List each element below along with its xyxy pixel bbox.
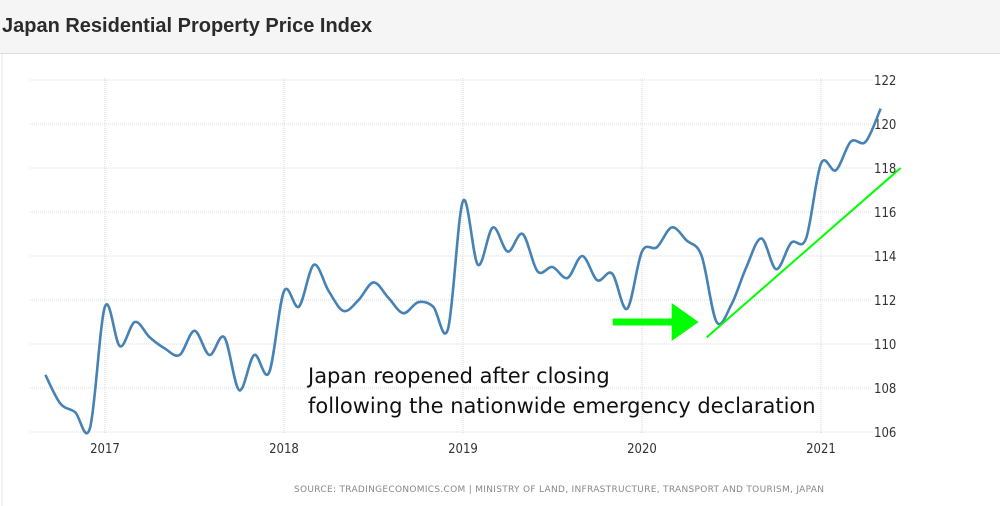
arrow-shaft bbox=[612, 318, 675, 326]
annotation-line-2: following the nationwide emergency decla… bbox=[308, 394, 816, 418]
y-tick-label: 112 bbox=[874, 294, 896, 309]
y-tick-label: 106 bbox=[874, 426, 896, 441]
x-axis: 2017 2018 2019 2020 2021 bbox=[90, 442, 836, 457]
y-tick-label: 122 bbox=[874, 74, 896, 89]
x-tick-label: 2017 bbox=[90, 442, 120, 457]
x-tick-label: 2020 bbox=[627, 442, 657, 457]
arrow-head-icon bbox=[671, 303, 699, 341]
y-tick-label: 120 bbox=[874, 118, 896, 133]
series-line bbox=[44, 108, 882, 435]
x-tick-label: 2019 bbox=[448, 442, 478, 457]
y-tick-label: 118 bbox=[874, 162, 896, 177]
y-axis: 106 108 110 112 114 116 118 120 122 bbox=[874, 74, 896, 441]
y-tick-label: 114 bbox=[874, 250, 896, 265]
x-tick-label: 2021 bbox=[806, 442, 836, 457]
y-tick-label: 116 bbox=[874, 206, 896, 221]
annotation-line-1: Japan reopened after closing bbox=[306, 364, 610, 388]
chart-title: Japan Residential Property Price Index bbox=[2, 15, 373, 37]
source-text: SOURCE: TRADINGECONOMICS.COM | MINISTRY … bbox=[294, 485, 824, 495]
y-tick-label: 108 bbox=[874, 382, 896, 397]
arrow-annotation bbox=[612, 303, 699, 341]
trend-line bbox=[706, 167, 902, 339]
x-tick-label: 2018 bbox=[269, 442, 299, 457]
chart-header: Japan Residential Property Price Index bbox=[0, 0, 1000, 54]
y-tick-label: 110 bbox=[874, 338, 896, 353]
